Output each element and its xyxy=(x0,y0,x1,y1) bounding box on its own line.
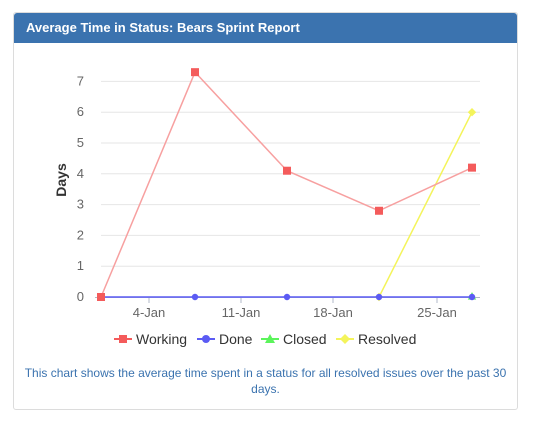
y-axis-title: Days xyxy=(53,163,69,197)
x-tick-label: 11-Jan xyxy=(222,305,261,320)
legend-label: Resolved xyxy=(358,331,416,347)
y-tick-label: 4 xyxy=(77,166,84,181)
y-tick-label: 3 xyxy=(77,197,84,212)
data-point-marker xyxy=(202,335,210,343)
data-point-marker xyxy=(191,293,199,301)
legend-label: Done xyxy=(219,331,253,347)
chart-footnote: This chart shows the average time spent … xyxy=(24,366,507,396)
panel-title: Average Time in Status: Bears Sprint Rep… xyxy=(14,13,517,43)
data-point-marker xyxy=(119,335,127,343)
y-tick-label: 1 xyxy=(77,258,84,273)
legend-label: Closed xyxy=(283,331,327,347)
y-tick-label: 5 xyxy=(77,135,84,150)
data-point-marker xyxy=(375,206,383,215)
y-tick-label: 6 xyxy=(77,104,84,119)
data-point-marker xyxy=(468,163,476,172)
x-tick-label: 25-Jan xyxy=(417,305,457,320)
chart-series xyxy=(97,68,477,302)
series-line-working xyxy=(100,70,473,298)
data-point-marker xyxy=(467,108,477,117)
data-point-marker xyxy=(97,293,105,301)
data-point-marker xyxy=(468,293,476,301)
chart-axes: 0 1 2 3 4 5 6 7 4-Jan 11-Jan 18-Jan 25-Jan Days xyxy=(53,73,480,320)
series-line-resolved xyxy=(378,111,473,298)
data-point-marker xyxy=(265,334,275,343)
data-point-marker xyxy=(283,166,291,175)
data-point-marker xyxy=(340,334,350,344)
data-point-marker xyxy=(375,293,383,301)
x-tick-label: 18-Jan xyxy=(313,305,353,320)
chart-panel: Average Time in Status: Bears Sprint Rep… xyxy=(13,12,518,410)
chart-legend: Working Done Closed Resolved xyxy=(114,331,416,347)
y-tick-label: 0 xyxy=(77,289,84,304)
line-chart: 0 1 2 3 4 5 6 7 4-Jan 11-Jan 18-Jan 25-Jan Days Work… xyxy=(53,68,480,347)
y-tick-label: 2 xyxy=(77,227,84,242)
data-point-marker xyxy=(191,68,199,77)
y-tick-label: 7 xyxy=(77,73,84,88)
legend-label: Working xyxy=(136,331,187,347)
x-tick-label: 4-Jan xyxy=(133,305,166,320)
data-point-marker xyxy=(283,293,291,301)
